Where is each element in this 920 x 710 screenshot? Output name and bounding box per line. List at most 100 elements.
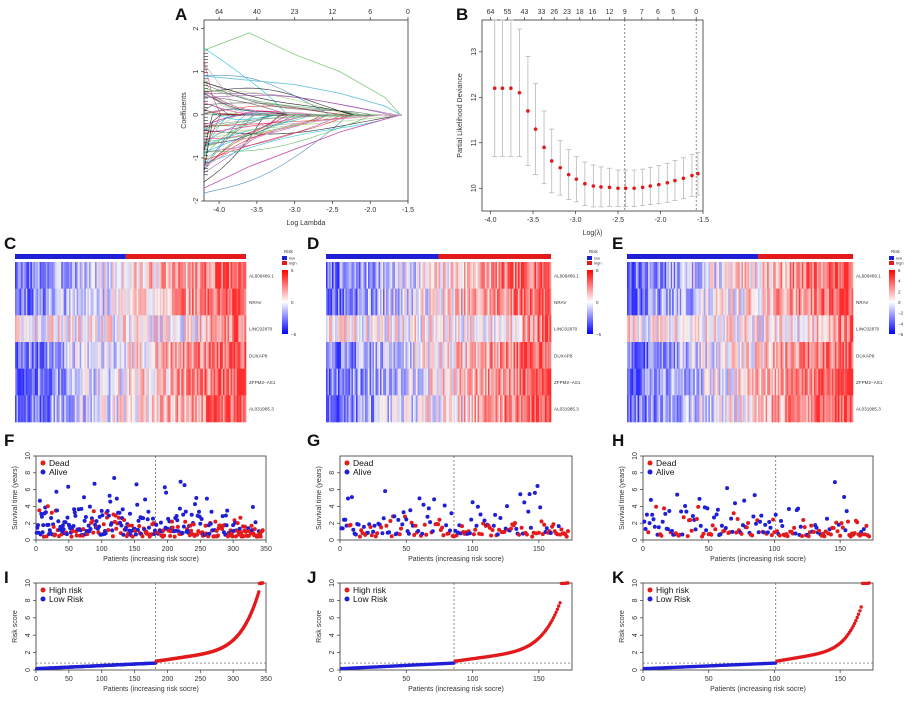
dead-point-H-163 — [855, 520, 860, 525]
heatmap-cell — [723, 342, 726, 369]
heatmap-cell — [673, 368, 676, 396]
heatmap-cell — [28, 395, 31, 423]
heatmap-cell — [530, 342, 532, 369]
heatmap-cell — [842, 342, 845, 369]
heatmap-cell — [836, 395, 839, 423]
heatmap-cell — [389, 262, 391, 289]
heatmap-cell — [539, 262, 541, 289]
panel-label-k: K — [612, 568, 625, 587]
heatmap-cell — [718, 288, 721, 316]
heatmap-cell — [426, 368, 429, 396]
heatmap-cell — [452, 342, 454, 369]
dead-point-G-65 — [424, 532, 429, 537]
heatmap-cell — [667, 368, 670, 396]
heatmap-cell — [238, 342, 241, 369]
heatmap-cell — [723, 368, 726, 396]
heatmap-cell — [25, 368, 28, 396]
heatmap-cell — [524, 342, 526, 369]
heatmap-cell — [658, 262, 661, 289]
heatmap-cell — [167, 342, 170, 369]
heatmap-row-D-1 — [326, 288, 552, 316]
coef-highlight-A-0 — [203, 32, 401, 116]
heatmap-cell — [79, 368, 82, 396]
heatmap-cell — [434, 315, 436, 343]
heatmap-cell — [545, 262, 547, 289]
high-risk-point-K-164 — [856, 612, 861, 616]
y-tick-label-I-4: 8 — [25, 598, 32, 602]
heatmap-cell — [422, 395, 424, 423]
heatmap-cell — [31, 262, 34, 289]
alive-point-F-330 — [250, 505, 255, 509]
heatmap-cell — [518, 395, 520, 423]
top-tick-label-B-11: 6 — [656, 9, 660, 16]
heatmap-cell — [724, 368, 727, 396]
dead-point-F-146 — [129, 523, 134, 528]
heatmap-cell — [159, 395, 162, 423]
heatmap-cell — [634, 288, 637, 316]
heatmap-cell — [205, 315, 208, 343]
heatmap-cell — [681, 288, 684, 316]
y-tick-label-I-5: 10 — [25, 579, 32, 587]
alive-point-H-32 — [683, 504, 688, 508]
heatmap-cell — [506, 288, 508, 316]
alive-point-F-334 — [253, 520, 258, 525]
heatmap-cell — [212, 342, 214, 369]
heatmap-cell — [468, 288, 471, 316]
heatmap-cell — [187, 342, 190, 369]
heatmap-cell — [414, 315, 417, 343]
heatmap-cell — [411, 288, 414, 316]
heatmap-cell — [816, 395, 819, 423]
risk-legend-title-D: Risk — [589, 249, 598, 254]
heatmap-cell — [485, 288, 487, 316]
heatmap-cell — [809, 315, 812, 343]
heatmap-cell — [473, 288, 475, 316]
heatmap-cell — [827, 288, 830, 316]
heatmap-cell — [815, 288, 818, 316]
alive-point-H-70 — [733, 501, 737, 506]
alive-point-F-183 — [154, 522, 159, 527]
heatmap-cell — [365, 262, 367, 289]
heatmap-cell — [783, 315, 786, 343]
top-tick-label-B-1: 55 — [504, 9, 512, 16]
heatmap-cell — [729, 368, 732, 396]
heatmap-cell — [232, 315, 234, 343]
risk-annotation-high-D — [438, 254, 551, 259]
heatmap-cell — [512, 315, 514, 343]
heatmap-cell — [195, 342, 198, 369]
heatmap-cell — [654, 315, 656, 343]
dead-point-H-156 — [846, 519, 850, 524]
heatmap-cell — [41, 368, 44, 396]
alive-point-F-21 — [47, 528, 52, 533]
x-tick-label-J-3: 150 — [533, 676, 545, 683]
heatmap-cell — [711, 395, 714, 423]
heatmap-cell — [501, 368, 504, 396]
heatmap-cell — [92, 342, 94, 369]
heatmap-cell — [390, 262, 393, 289]
heatmap-cell — [138, 262, 141, 289]
alive-point-G-98 — [467, 531, 472, 536]
heatmap-cell — [764, 288, 766, 316]
heatmap-cell — [153, 288, 156, 316]
heatmap-cell — [218, 395, 221, 423]
heatmap-cell — [244, 395, 247, 423]
dead-point-G-145 — [530, 534, 535, 539]
heatmap-cell — [813, 342, 816, 369]
heatmap-cell — [178, 262, 181, 289]
heatmap-cell — [706, 288, 709, 316]
heatmap-cell — [521, 368, 523, 396]
heatmap-cell — [95, 315, 97, 343]
heatmap-cell — [803, 315, 806, 343]
heatmap-cell — [756, 395, 759, 423]
heatmap-cell — [721, 262, 724, 289]
heatmap-cell — [175, 262, 177, 289]
heatmap-cell — [777, 262, 780, 289]
heatmap-cell — [348, 288, 351, 316]
heatmap-cell — [851, 395, 854, 423]
color-scale-tick-D-2: −5 — [596, 332, 602, 337]
heatmap-cell — [78, 395, 80, 423]
heatmap-cell — [452, 395, 454, 423]
heatmap-cell — [545, 368, 547, 396]
heatmap-cell — [31, 395, 34, 423]
heatmap-cell — [768, 288, 771, 316]
dead-point-G-152 — [539, 519, 544, 524]
